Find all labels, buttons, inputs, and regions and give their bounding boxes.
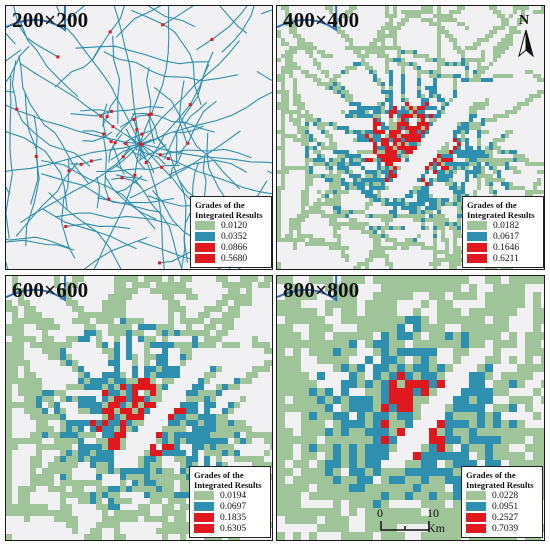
legend-value: 0.0951 xyxy=(492,501,519,512)
scale-end-label: 10 Km xyxy=(427,506,445,535)
legend-row-1: 0.0182 xyxy=(467,220,540,231)
legend-value: 0.0697 xyxy=(220,501,247,512)
legend-swatch xyxy=(467,243,487,252)
legend-value: 0.0120 xyxy=(221,220,248,231)
legend-value: 0.0194 xyxy=(220,490,247,501)
legend-swatch xyxy=(194,491,214,500)
legend-swatch xyxy=(194,502,214,511)
legend-row-2: 0.0951 xyxy=(466,501,539,512)
scale-bar: 0 10 Km xyxy=(375,506,455,536)
legend: Grades of the Integrated Results 0.0228 0… xyxy=(461,466,543,538)
legend-value: 0.6305 xyxy=(220,523,247,534)
legend-value: 0.0182 xyxy=(493,220,520,231)
legend-row-4: 0.6211 xyxy=(467,253,540,264)
legend-row-3: 0.1835 xyxy=(194,512,267,523)
map-panel-600: 600×600 Grades of the Integrated Results … xyxy=(5,275,273,541)
panel-label: 200×200 xyxy=(12,8,89,32)
legend-swatch xyxy=(195,243,215,252)
legend-value: 0.7039 xyxy=(492,523,519,534)
legend: Grades of the Integrated Results 0.0120 0… xyxy=(190,196,272,268)
legend-value: 0.2527 xyxy=(492,512,519,523)
legend-title: Grades of the Integrated Results xyxy=(195,200,263,220)
legend: Grades of the Integrated Results 0.0194 0… xyxy=(189,466,271,538)
legend-swatch xyxy=(467,232,487,241)
legend-value: 0.0866 xyxy=(221,242,248,253)
map-panel-800: 800×800 0 10 Km Grades of the Integrated … xyxy=(276,275,545,541)
legend-value: 0.0352 xyxy=(221,231,248,242)
panel-label: 600×600 xyxy=(12,278,89,302)
panel-label: 800×800 xyxy=(283,278,360,302)
north-arrow-icon: N xyxy=(515,13,537,62)
legend-value: 0.1646 xyxy=(493,242,520,253)
legend-row-1: 0.0228 xyxy=(466,490,539,501)
legend-row-3: 0.1646 xyxy=(467,242,540,253)
legend-row-2: 0.0697 xyxy=(194,501,267,512)
legend-value: 0.1835 xyxy=(220,512,247,523)
legend-swatch xyxy=(467,254,487,263)
map-panel-400: 400×400 N Grades of the Integrated Result… xyxy=(276,5,545,270)
legend-value: 0.5680 xyxy=(221,253,248,264)
legend-title: Grades of the Integrated Results xyxy=(467,200,535,220)
road-network-map xyxy=(6,6,272,269)
panel-label: 400×400 xyxy=(283,8,360,32)
legend-swatch xyxy=(466,513,486,522)
legend-row-3: 0.2527 xyxy=(466,512,539,523)
legend-row-2: 0.0617 xyxy=(467,231,540,242)
legend-swatch xyxy=(195,221,215,230)
legend-title: Grades of the Integrated Results xyxy=(194,470,262,490)
legend-row-4: 0.7039 xyxy=(466,523,539,534)
legend-row-4: 0.6305 xyxy=(194,523,267,534)
scale-start-label: 0 xyxy=(377,506,383,520)
legend-swatch xyxy=(466,524,486,533)
legend-swatch xyxy=(467,221,487,230)
legend-swatch xyxy=(466,502,486,511)
legend-swatch xyxy=(466,491,486,500)
legend: Grades of the Integrated Results 0.0182 0… xyxy=(462,196,544,268)
legend-swatch xyxy=(195,232,215,241)
legend-value: 0.0617 xyxy=(493,231,520,242)
north-letter: N xyxy=(519,13,530,28)
legend-row-2: 0.0352 xyxy=(195,231,268,242)
legend-title: Grades of the Integrated Results xyxy=(466,470,534,490)
legend-swatch xyxy=(194,524,214,533)
legend-row-1: 0.0194 xyxy=(194,490,267,501)
legend-row-3: 0.0866 xyxy=(195,242,268,253)
map-panel-200: 200×200 Grades of the Integrated Results … xyxy=(5,5,273,270)
legend-swatch xyxy=(194,513,214,522)
legend-row-1: 0.0120 xyxy=(195,220,268,231)
legend-swatch xyxy=(195,254,215,263)
legend-row-4: 0.5680 xyxy=(195,253,268,264)
legend-value: 0.6211 xyxy=(493,253,519,264)
legend-value: 0.0228 xyxy=(492,490,519,501)
